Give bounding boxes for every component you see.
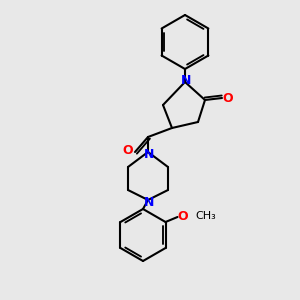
Text: N: N <box>181 74 191 88</box>
Text: O: O <box>123 145 133 158</box>
Text: N: N <box>144 148 154 160</box>
Text: N: N <box>144 196 154 209</box>
Text: O: O <box>177 209 188 223</box>
Text: CH₃: CH₃ <box>196 211 216 221</box>
Text: O: O <box>223 92 233 104</box>
